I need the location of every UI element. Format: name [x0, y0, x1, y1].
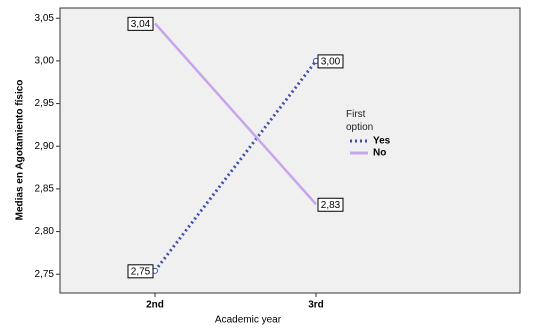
x-axis-title: Academic year: [215, 315, 282, 326]
y-tick-label: 2,80: [35, 226, 55, 237]
value-label: 3,00: [321, 57, 341, 68]
value-label: 2,75: [131, 266, 151, 277]
value-label-box: [317, 197, 344, 212]
y-axis-title: Medias en Agotamiento físico: [15, 80, 26, 221]
value-label: 2,83: [321, 200, 341, 211]
y-tick-label: 2,85: [35, 184, 55, 195]
legend-title-box: First option: [346, 109, 374, 133]
x-tick-label: 2nd: [146, 300, 164, 311]
y-tick-label: 2,90: [35, 141, 55, 152]
series-line: [154, 22, 317, 206]
legend-label: No: [373, 148, 386, 159]
value-label-box: [127, 16, 154, 31]
y-tick-label: 2,95: [35, 98, 55, 109]
legend-label: Yes: [373, 136, 391, 147]
legend-title: First option: [346, 109, 374, 133]
value-label: 3,04: [131, 19, 151, 30]
value-label-box: [127, 264, 154, 279]
y-tick-label: 2,75: [35, 269, 55, 280]
series-line: [153, 59, 318, 272]
plot-area: [59, 7, 521, 294]
x-tick-label: 3rd: [308, 300, 324, 311]
value-label-box: [317, 54, 344, 69]
y-tick-label: 3,05: [35, 13, 55, 24]
y-tick-label: 3,00: [35, 56, 55, 67]
